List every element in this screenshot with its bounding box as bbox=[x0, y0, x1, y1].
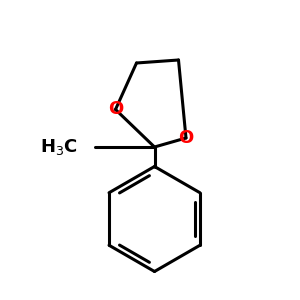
Text: O: O bbox=[178, 129, 194, 147]
Text: O: O bbox=[108, 100, 123, 118]
Text: H$_3$C: H$_3$C bbox=[40, 137, 78, 157]
